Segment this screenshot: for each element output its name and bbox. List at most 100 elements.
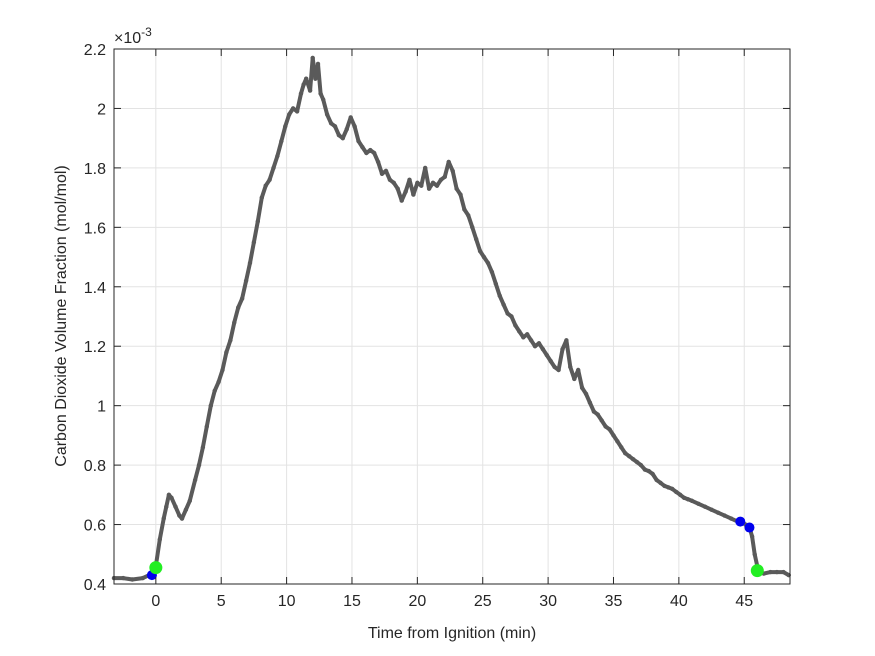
co2-data-point xyxy=(212,388,217,393)
y-tick-label: 1.8 xyxy=(84,161,106,178)
co2-data-point xyxy=(236,305,241,310)
co2-data-point xyxy=(595,412,600,417)
x-tick-label: 20 xyxy=(408,593,426,610)
co2-data-point xyxy=(290,106,296,111)
co2-data-point xyxy=(715,510,721,515)
co2-data-point xyxy=(560,347,565,352)
co2-data-point xyxy=(658,480,663,486)
co2-data-point xyxy=(454,186,459,191)
co2-data-point xyxy=(450,168,455,174)
co2-data-point xyxy=(348,115,353,120)
co2-data-point xyxy=(383,168,389,174)
co2-data-point xyxy=(532,344,538,349)
co2-data-point xyxy=(781,569,786,575)
co2-data-point xyxy=(599,418,604,423)
co2-data-point xyxy=(200,445,206,450)
co2-data-point xyxy=(528,338,534,343)
co2-data-point xyxy=(344,127,349,132)
co2-data-point xyxy=(173,504,178,509)
co2-data-point xyxy=(654,477,659,483)
co2-data-point xyxy=(332,124,338,129)
co2-data-point xyxy=(360,144,365,150)
co2-data-point xyxy=(430,180,436,185)
y-tick-label: 1.6 xyxy=(84,220,106,237)
co2-data-point xyxy=(642,467,648,472)
co2-data-point xyxy=(239,296,245,301)
co2-data-point xyxy=(177,513,182,518)
co2-data-point xyxy=(678,492,683,497)
y-tick-label: 1.4 xyxy=(84,280,106,297)
co2-data-point xyxy=(187,498,192,503)
co2-data-point xyxy=(255,219,260,224)
y-axis-title: Carbon Dioxide Volume Fraction (mol/mol) xyxy=(53,165,70,466)
y-tick-label: 1.2 xyxy=(84,339,106,356)
co2-data-point xyxy=(446,159,451,165)
co2-data-point xyxy=(121,575,126,581)
co2-data-point xyxy=(140,575,145,581)
co2-data-point xyxy=(423,165,428,171)
y-tick-label: 0.6 xyxy=(84,518,106,535)
co2-data-point xyxy=(489,269,495,275)
co2-data-point xyxy=(387,177,393,182)
co2-data-point xyxy=(583,391,589,396)
co2-data-point xyxy=(722,513,727,518)
co2-data-point xyxy=(130,577,135,582)
co2-data-point xyxy=(670,486,675,492)
co2-data-point xyxy=(458,192,463,197)
co2-data-point xyxy=(164,504,169,509)
co2-data-point xyxy=(336,133,342,138)
co2-data-point xyxy=(681,495,687,500)
co2-data-point xyxy=(395,186,400,191)
x-tick-label: 10 xyxy=(278,593,296,610)
co2-data-point xyxy=(556,367,561,373)
co2-data-point xyxy=(301,82,306,87)
co2-data-point xyxy=(572,376,577,382)
x-tick-label: 35 xyxy=(605,593,623,610)
co2-data-point xyxy=(607,427,612,432)
co2-data-point xyxy=(564,338,569,343)
co2-data-point xyxy=(623,451,628,456)
co2-data-point xyxy=(666,485,671,490)
x-tick-label: 0 xyxy=(151,593,160,610)
tick-marks xyxy=(114,48,790,585)
co2-data-point xyxy=(702,504,708,509)
co2-data-point xyxy=(318,91,323,96)
co2-data-point xyxy=(247,260,253,266)
y-tick-label: 0.4 xyxy=(84,577,106,594)
co2-data-point xyxy=(279,138,284,144)
co2-data-point xyxy=(228,338,233,343)
co2-data-point xyxy=(251,240,257,245)
co2-data-point xyxy=(749,534,755,539)
co2-data-point xyxy=(364,150,369,156)
co2-data-point xyxy=(650,471,655,477)
co2-data-point xyxy=(513,323,518,328)
x-tick-label: 40 xyxy=(670,593,688,610)
co2-data-point xyxy=(426,186,432,191)
co2-data-point xyxy=(232,320,237,325)
co2-data-point xyxy=(638,462,644,468)
co2-data-point xyxy=(372,150,377,156)
y-tick-label: 2 xyxy=(97,101,106,118)
co2-data-point xyxy=(662,483,667,489)
co2-data-point xyxy=(324,112,330,117)
co2-data-point xyxy=(674,489,679,495)
co2-data-point xyxy=(709,507,714,512)
co2-data-point xyxy=(379,171,385,176)
co2-data-point xyxy=(275,153,280,159)
plot-area xyxy=(114,49,790,584)
x-tick-label: 30 xyxy=(539,593,557,610)
co2-data-point xyxy=(216,379,221,385)
event-marker xyxy=(735,516,746,527)
co2-data-point xyxy=(579,385,585,390)
co2-data-point xyxy=(536,341,542,346)
co2-series-line xyxy=(112,55,791,582)
co2-data-point xyxy=(271,165,276,171)
co2-data-point xyxy=(411,192,416,197)
co2-data-point xyxy=(509,314,514,319)
co2-data-point xyxy=(568,364,573,370)
x-tick-label: 45 xyxy=(735,593,753,610)
y-exponent-label: ×10-3 xyxy=(114,25,152,47)
co2-data-point xyxy=(544,352,549,358)
co2-data-point xyxy=(287,112,292,117)
